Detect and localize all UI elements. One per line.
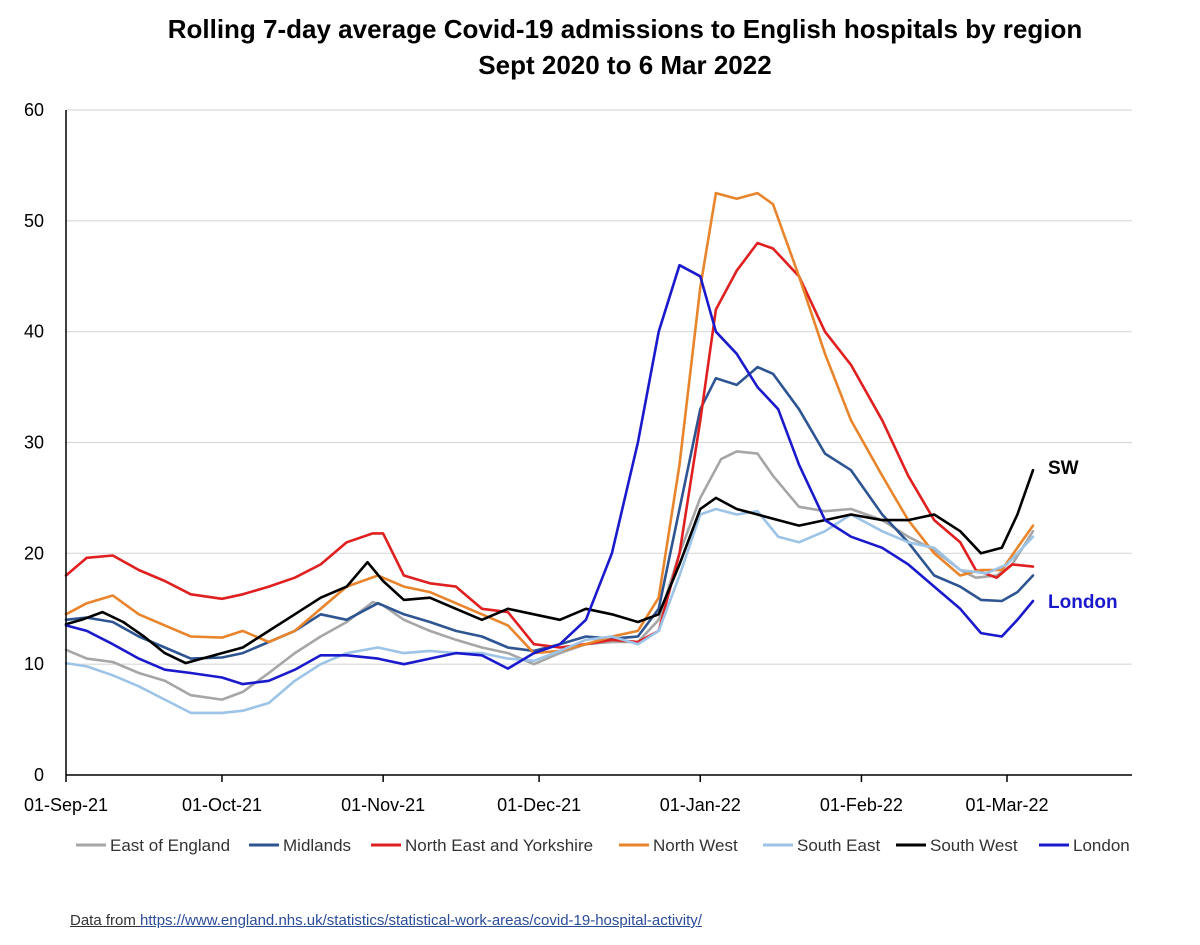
- legend-label: North West: [653, 836, 738, 855]
- legend-label: London: [1073, 836, 1130, 855]
- series-line-midlands: [64, 365, 1035, 660]
- legend-item-north-west: North West: [619, 836, 738, 855]
- legend-item-south-west: South West: [896, 836, 1018, 855]
- source-link[interactable]: https://www.england.nhs.uk/statistics/st…: [140, 912, 702, 929]
- chart-title: Rolling 7-day average Covid-19 admission…: [168, 14, 1083, 44]
- chart-subtitle: Sept 2020 to 6 Mar 2022: [478, 50, 771, 80]
- y-tick-label: 10: [24, 654, 44, 674]
- x-axis-ticks: 01-Sep-21 01-Oct-21 01-Nov-21 01-Dec-21 01-J…: [24, 775, 1049, 815]
- y-tick-label: 0: [34, 765, 44, 785]
- x-tick-label: 01-Mar-22: [965, 795, 1048, 815]
- legend-label: Midlands: [283, 836, 351, 855]
- series-line-north-west: [64, 191, 1035, 655]
- gridlines: [66, 109, 1132, 665]
- series-line-london: [64, 263, 1035, 686]
- x-tick-label: 01-Nov-21: [341, 795, 425, 815]
- legend-item-north-east-and-yorkshire: North East and Yorkshire: [371, 836, 593, 855]
- x-tick-label: 01-Sep-21: [24, 795, 108, 815]
- y-tick-label: 60: [24, 100, 44, 120]
- x-tick-label: 01-Feb-22: [820, 795, 903, 815]
- legend-item-midlands: Midlands: [249, 836, 351, 855]
- y-tick-label: 20: [24, 543, 44, 563]
- legend: East of England Midlands North East and Yo…: [76, 836, 1130, 855]
- source-prefix: Data from: [70, 912, 141, 929]
- x-tick-label: 01-Oct-21: [182, 795, 262, 815]
- y-axis-ticks: 0 10 20 30 40 50 60: [24, 100, 44, 785]
- y-tick-label: 30: [24, 433, 44, 453]
- legend-item-south-east: South East: [763, 836, 880, 855]
- annotation-london: London: [1048, 592, 1118, 613]
- legend-label: South West: [930, 836, 1018, 855]
- y-tick-label: 50: [24, 211, 44, 231]
- legend-label: North East and Yorkshire: [405, 836, 593, 855]
- series-line-south-east: [64, 507, 1035, 715]
- legend-label: South East: [797, 836, 880, 855]
- legend-label: East of England: [110, 836, 230, 855]
- series-line-south-west: [64, 468, 1035, 665]
- legend-item-london: London: [1039, 836, 1130, 855]
- x-tick-label: 01-Dec-21: [497, 795, 581, 815]
- annotation-sw: SW: [1048, 458, 1079, 479]
- legend-item-east-of-england: East of England: [76, 836, 230, 855]
- series-line-east-of-england: [64, 450, 1035, 701]
- series-lines: [64, 191, 1035, 715]
- source-note: Data from https://www.england.nhs.uk/sta…: [70, 912, 702, 929]
- x-tick-label: 01-Jan-22: [660, 795, 741, 815]
- y-tick-label: 40: [24, 322, 44, 342]
- series-line-north-east-and-yorkshire: [64, 241, 1035, 649]
